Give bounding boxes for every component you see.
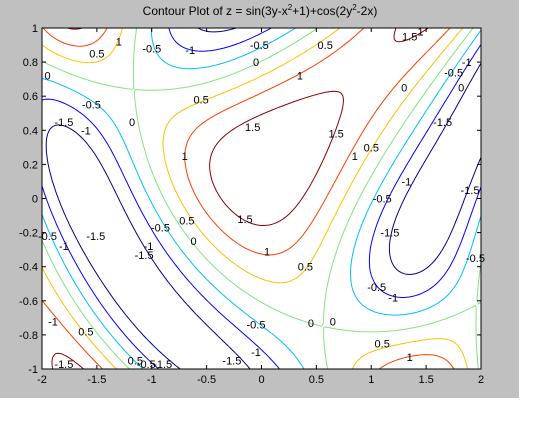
contour-label: -1.5 — [54, 359, 73, 371]
contour-label: 1.5 — [402, 32, 417, 44]
contour-label: 0.5 — [128, 356, 143, 368]
y-tick-label: 1 — [32, 23, 38, 35]
contour-label: -1 — [48, 316, 58, 328]
contour-label: -1.5 — [433, 117, 452, 129]
contour-label: 0 — [458, 83, 464, 95]
y-tick-label: -0.6 — [19, 296, 38, 308]
title-part-3: -2x) — [357, 4, 378, 18]
contour-lines — [41, 27, 482, 370]
contour-line-level-neg0p5 — [41, 27, 482, 370]
contour-label: -1.5 — [54, 117, 73, 129]
y-tick-label: 0 — [32, 194, 38, 206]
contour-label: 0 — [129, 117, 135, 129]
contour-label: 0 — [401, 83, 407, 95]
y-tick-label: 0.2 — [23, 159, 38, 171]
contour-label: -0.5 — [373, 194, 392, 206]
contour-label: -0.5 — [151, 223, 170, 235]
contour-label: -1.5 — [461, 185, 480, 197]
contour-label: -1.5 — [380, 228, 399, 240]
contour-label: -1 — [402, 176, 412, 188]
contour-label: 0.5 — [375, 338, 390, 350]
contour-label: -1.5 — [153, 359, 172, 371]
contour-label: -0.5 — [142, 44, 161, 56]
title-superscript-2: 2 — [352, 3, 357, 12]
contour-label: 0.5 — [78, 327, 93, 339]
figure-window: Contour Plot of z = sin(3y-x2+1)+cos(2y2… — [0, 0, 519, 398]
contour-label: 0.5 — [364, 142, 379, 154]
y-tick-label: 0.4 — [23, 125, 38, 137]
contour-label: 1 — [352, 151, 358, 163]
y-tick-label: 0.8 — [23, 57, 38, 69]
axes-background — [42, 28, 481, 369]
contour-label: 0.5 — [193, 95, 208, 107]
contour-label: 0.5 — [318, 40, 333, 52]
title-part-2: +1)+cos(2y — [292, 4, 352, 18]
x-tick-label: 2 — [478, 374, 484, 386]
contour-label: 0 — [44, 71, 50, 83]
contour-label: -0.5 — [250, 40, 269, 52]
contour-label: 1 — [407, 352, 413, 364]
contour-label: -0.5 — [466, 253, 485, 265]
contour-label: 1.5 — [245, 122, 260, 134]
x-tick-label: 1.5 — [418, 374, 433, 386]
contour-label: 1.5 — [237, 214, 252, 226]
y-tick-label: -0.2 — [19, 228, 38, 240]
contour-label: 1 — [116, 37, 122, 49]
contour-label: -1.5 — [86, 231, 105, 243]
title-part-1: Contour Plot of z = sin(3y-x — [143, 4, 288, 18]
y-tick-label: 0.6 — [23, 91, 38, 103]
y-tick-label: -0.8 — [19, 330, 38, 342]
contour-line-level-1p5 — [51, 27, 429, 370]
contour-label: -1 — [462, 57, 472, 69]
contour-label: -1 — [144, 241, 154, 253]
contour-label: 1 — [418, 26, 424, 38]
contour-label: -0.5 — [367, 282, 386, 294]
contour-line-level-0p5 — [41, 27, 469, 370]
contour-label: 0 — [308, 318, 314, 330]
contour-label: 0 — [253, 57, 259, 69]
contour-line-level-neg1p5 — [45, 27, 482, 370]
contour-label: -1 — [251, 347, 261, 359]
contour-label: 1 — [264, 246, 270, 258]
chart-title: Contour Plot of z = sin(3y-x2+1)+cos(2y2… — [143, 3, 378, 18]
contour-line-level-neg1 — [41, 27, 482, 370]
contour-label: -0.5 — [82, 100, 101, 112]
x-tick-label: 0 — [258, 374, 264, 386]
title-superscript-1: 2 — [288, 3, 293, 12]
contour-labels: -1.5-1-0.500.51-0.5 -1 -0.500.510.50 1.511.… — [38, 26, 485, 371]
contour-plot: Contour Plot of z = sin(3y-x2+1)+cos(2y2… — [19, 3, 485, 386]
x-tick-label: -1 — [147, 374, 157, 386]
contour-label: 0.5 — [298, 262, 313, 274]
x-tick-label: 0.5 — [309, 374, 324, 386]
x-tick-label: -2 — [37, 374, 47, 386]
contour-label: -1 — [185, 45, 195, 57]
contour-label: -0.5 — [444, 67, 463, 79]
x-tick-label: -0.5 — [197, 374, 216, 386]
x-tick-label: -1.5 — [87, 374, 106, 386]
contour-label: -1.5 — [222, 356, 241, 368]
contour-label: 1 — [297, 71, 303, 83]
contour-label: 0.5 — [179, 216, 194, 228]
axis-ticks: -2 -1.5 -1 -0.5 0 0.5 1 1.5 2-1-0.8-0.6-0.4-0.20… — [19, 23, 484, 386]
contour-line-level-1 — [41, 27, 455, 370]
contour-label: -0.5 — [247, 320, 266, 332]
y-tick-label: -1 — [28, 364, 38, 376]
contour-label: 0 — [330, 316, 336, 328]
contour-label: 0 — [190, 236, 196, 248]
contour-label: 1.5 — [328, 129, 343, 141]
contour-label: -1 — [81, 125, 91, 137]
contour-label: -1 — [59, 241, 69, 253]
contour-line-level-0 — [41, 27, 482, 370]
contour-label: -1.5 — [135, 250, 154, 262]
contour-label: -0.5 — [137, 359, 156, 371]
x-tick-label: 1 — [368, 374, 374, 386]
contour-label: -0.5 — [38, 231, 57, 243]
y-tick-label: -0.4 — [19, 262, 38, 274]
contour-label: 1 — [182, 151, 188, 163]
contour-label: -1 — [388, 292, 398, 304]
contour-label: 0.5 — [89, 49, 104, 61]
